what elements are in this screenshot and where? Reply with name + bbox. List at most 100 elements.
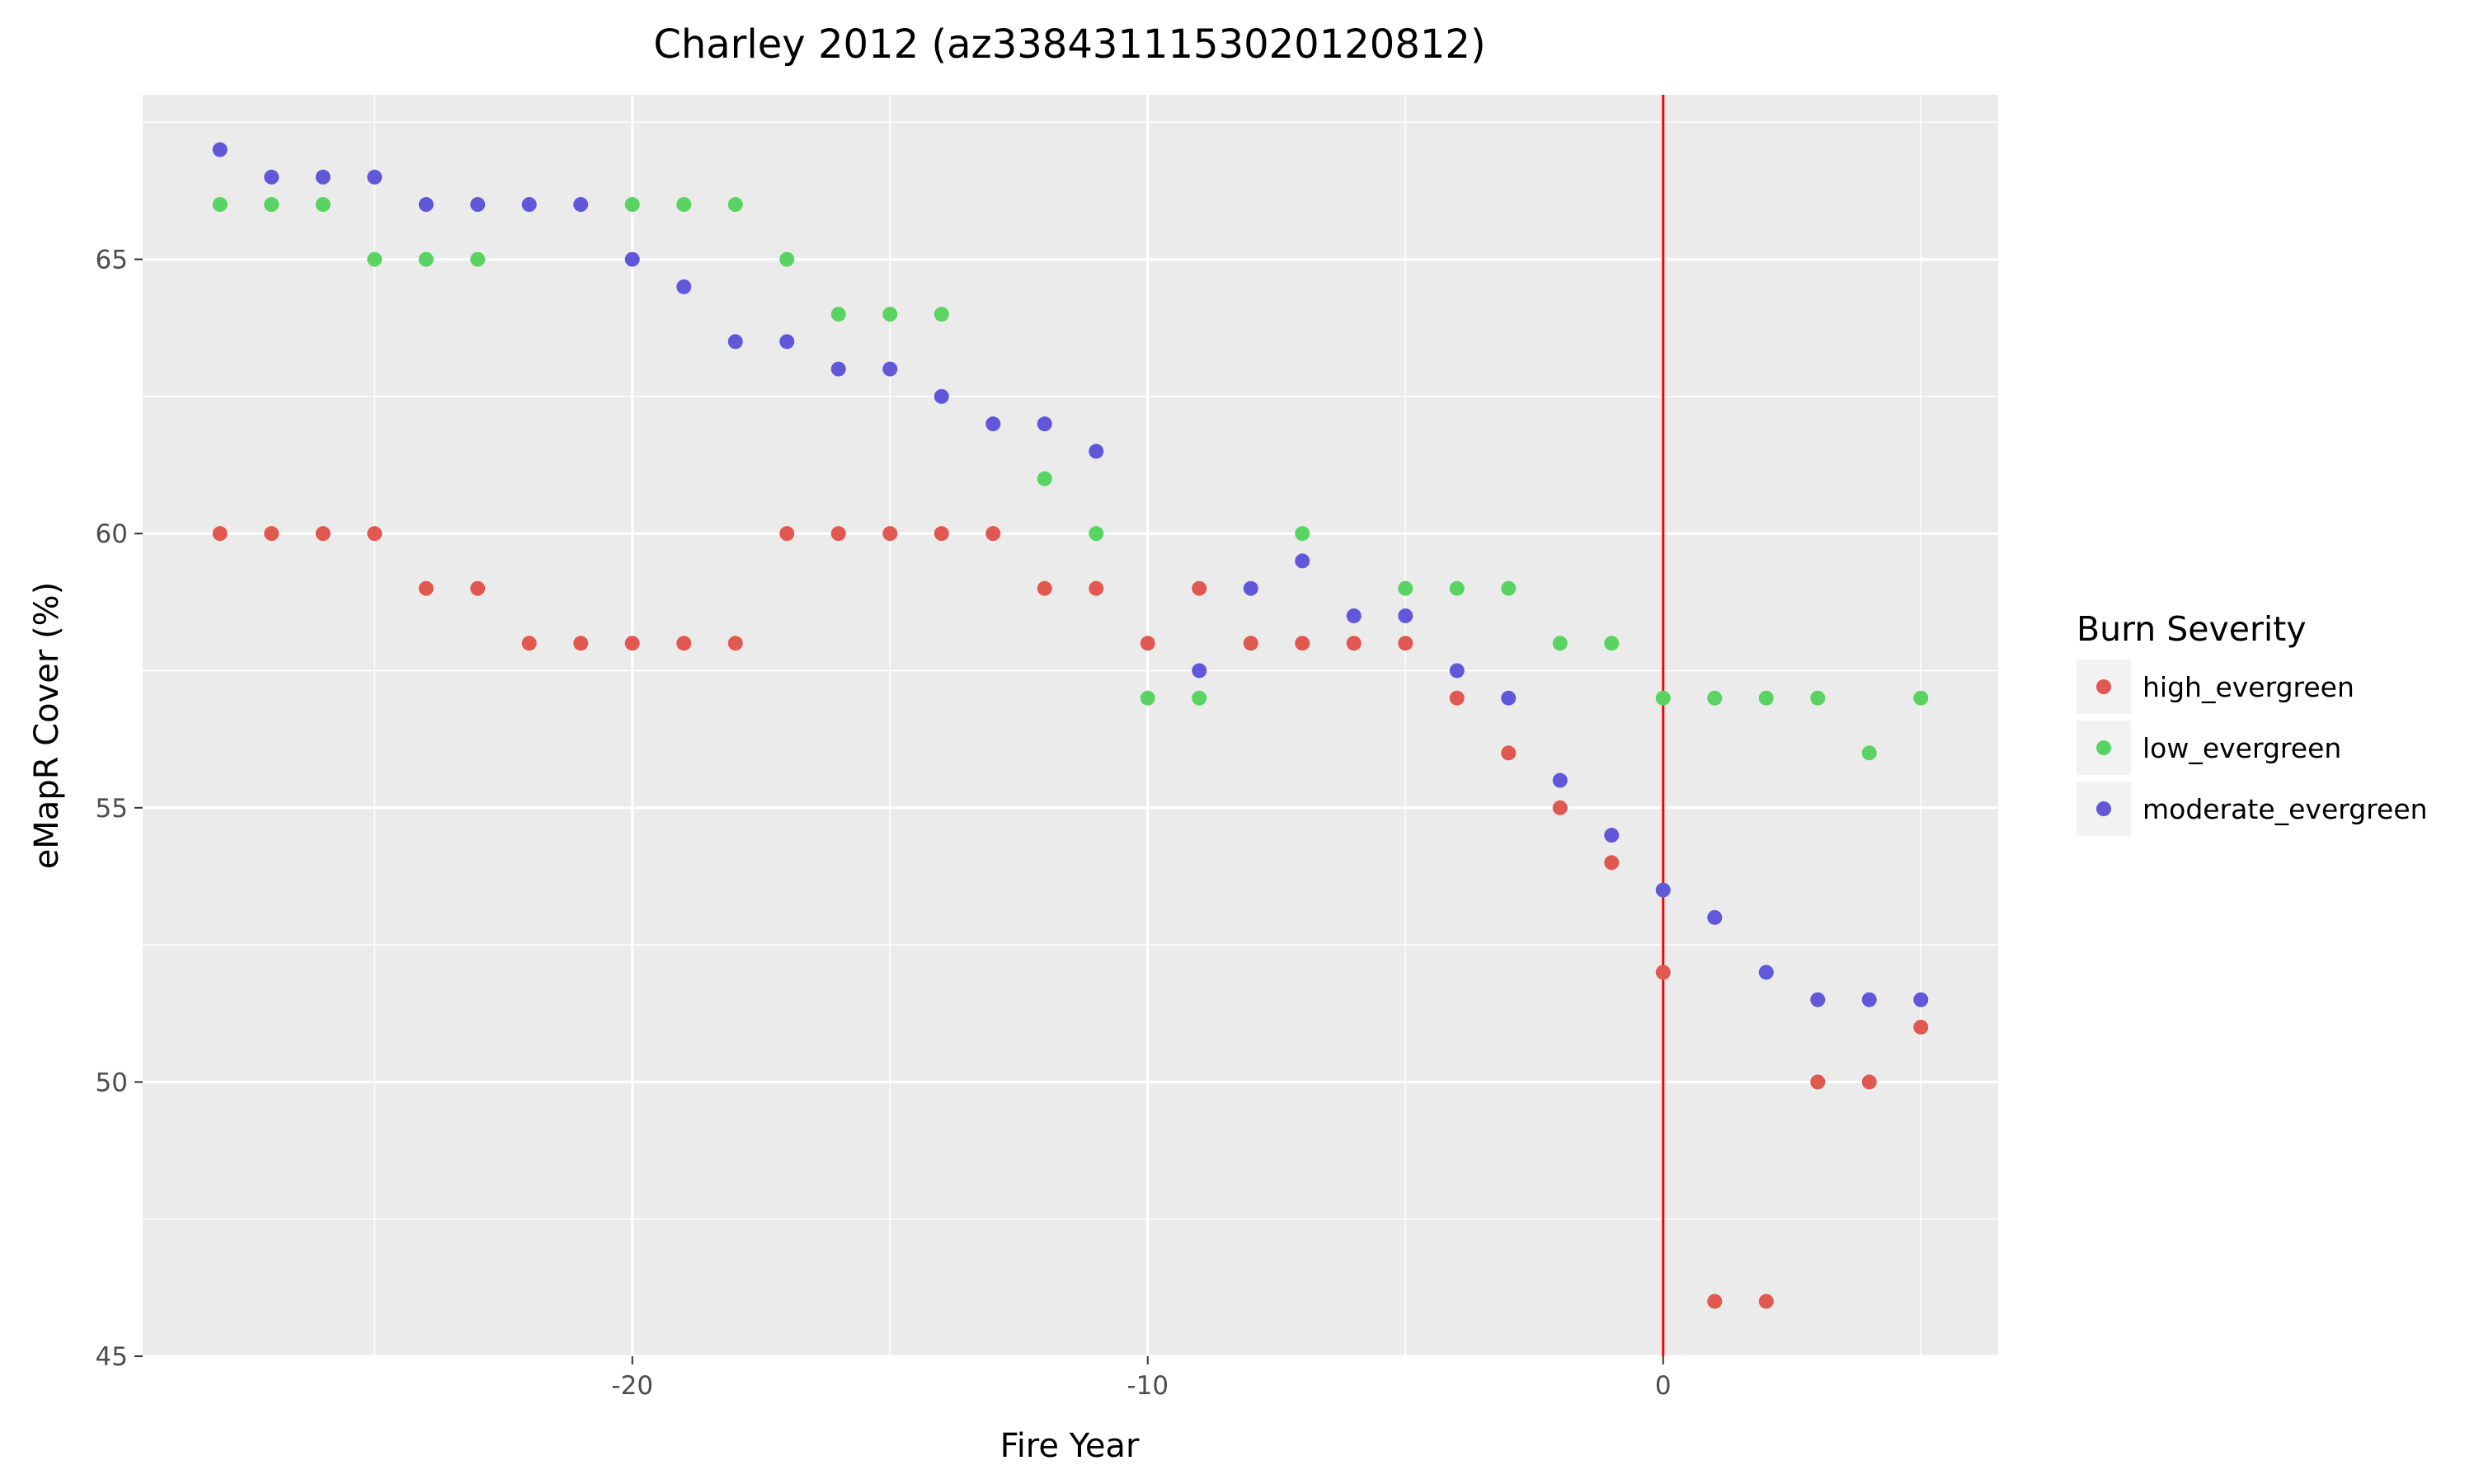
data-point-low-evergreen [1758, 690, 1774, 706]
data-point-high-evergreen [1037, 580, 1052, 596]
data-point-low-evergreen [1707, 690, 1723, 706]
data-point-low-evergreen [1552, 636, 1568, 651]
data-point-moderate-evergreen [1398, 608, 1413, 623]
data-point-moderate-evergreen [934, 388, 949, 404]
data-point-low-evergreen [830, 307, 846, 322]
data-point-moderate-evergreen [1810, 992, 1826, 1007]
data-point-moderate-evergreen [985, 416, 1001, 432]
data-point-high-evergreen [1192, 580, 1207, 596]
data-point-moderate-evergreen [1707, 909, 1723, 925]
data-point-high-evergreen [418, 580, 434, 596]
data-point-high-evergreen [470, 580, 486, 596]
data-point-low-evergreen [470, 251, 486, 267]
data-point-moderate-evergreen [676, 279, 692, 294]
x-tick-label: -20 [611, 1371, 653, 1401]
data-point-high-evergreen [1604, 855, 1620, 871]
data-point-moderate-evergreen [212, 142, 228, 157]
data-point-moderate-evergreen [1089, 444, 1104, 459]
data-point-moderate-evergreen [727, 334, 743, 350]
data-point-low-evergreen [1655, 690, 1671, 706]
data-point-moderate-evergreen [470, 197, 486, 213]
data-point-low-evergreen [882, 307, 898, 322]
data-point-high-evergreen [264, 526, 280, 542]
data-point-high-evergreen [1501, 745, 1517, 761]
data-point-low-evergreen [1810, 690, 1826, 706]
legend-items: high_evergreen low_evergreen moderate_ever… [2077, 660, 2428, 836]
x-tick-label: -10 [1126, 1371, 1169, 1401]
legend-label: moderate_evergreen [2142, 793, 2428, 825]
data-point-low-evergreen [1449, 580, 1465, 596]
legend-title: Burn Severity [2077, 609, 2307, 649]
plot-panel [143, 95, 1998, 1356]
data-point-high-evergreen [1398, 636, 1413, 651]
data-point-low-evergreen [934, 307, 949, 322]
data-point-moderate-evergreen [418, 197, 434, 213]
data-points [212, 142, 1929, 1309]
data-point-low-evergreen [1913, 690, 1929, 706]
data-point-moderate-evergreen [624, 251, 640, 267]
data-point-high-evergreen [1089, 580, 1104, 596]
legend: Burn Severity high_evergreen low_evergree… [2077, 609, 2428, 836]
data-point-low-evergreen [1089, 526, 1104, 542]
data-point-high-evergreen [1913, 1019, 1929, 1035]
data-point-high-evergreen [1861, 1074, 1877, 1090]
data-point-low-evergreen [367, 251, 383, 267]
data-point-moderate-evergreen [315, 169, 331, 185]
data-point-high-evergreen [1655, 965, 1671, 980]
y-tick-label: 65 [96, 246, 128, 275]
data-point-low-evergreen [1604, 636, 1620, 651]
data-point-moderate-evergreen [1346, 608, 1362, 623]
data-point-low-evergreen [1192, 690, 1207, 706]
data-point-high-evergreen [1140, 636, 1155, 651]
data-point-high-evergreen [521, 636, 537, 651]
data-point-high-evergreen [676, 636, 692, 651]
x-axis-ticks: -20 -10 0 [611, 1356, 1672, 1401]
data-point-high-evergreen [315, 526, 331, 542]
data-point-high-evergreen [934, 526, 949, 542]
y-axis-ticks: 45 50 55 60 65 [96, 246, 143, 1372]
data-point-high-evergreen [1552, 800, 1568, 815]
legend-swatch [2096, 679, 2111, 694]
data-point-high-evergreen [367, 526, 383, 542]
data-point-moderate-evergreen [1449, 663, 1465, 679]
data-point-low-evergreen [264, 197, 280, 213]
data-point-high-evergreen [830, 526, 846, 542]
chart-title: Charley 2012 (az3384311153020120812) [653, 21, 1485, 68]
y-tick-label: 55 [96, 794, 128, 824]
y-axis-title: eMapR Cover (%) [28, 582, 66, 870]
data-point-low-evergreen [727, 197, 743, 213]
data-point-moderate-evergreen [1243, 580, 1258, 596]
data-point-moderate-evergreen [1295, 553, 1310, 569]
y-tick-label: 60 [96, 519, 128, 549]
legend-label: high_evergreen [2142, 671, 2354, 703]
data-point-moderate-evergreen [1552, 773, 1568, 788]
data-point-moderate-evergreen [1192, 663, 1207, 679]
x-axis-title: Fire Year [1000, 1427, 1140, 1465]
data-point-moderate-evergreen [830, 361, 846, 377]
data-point-moderate-evergreen [1655, 882, 1671, 898]
legend-label: low_evergreen [2142, 732, 2341, 764]
y-tick-label: 45 [96, 1342, 128, 1372]
data-point-low-evergreen [1140, 690, 1155, 706]
data-point-high-evergreen [624, 636, 640, 651]
x-tick-label: 0 [1655, 1371, 1672, 1401]
data-point-moderate-evergreen [1861, 992, 1877, 1007]
data-point-low-evergreen [676, 197, 692, 213]
data-point-high-evergreen [1810, 1074, 1826, 1090]
data-point-high-evergreen [1707, 1294, 1723, 1309]
y-tick-label: 50 [96, 1068, 128, 1097]
data-point-high-evergreen [882, 526, 898, 542]
data-point-high-evergreen [1243, 636, 1258, 651]
data-point-moderate-evergreen [882, 361, 898, 377]
data-point-low-evergreen [1501, 580, 1517, 596]
data-point-low-evergreen [212, 197, 228, 213]
data-point-high-evergreen [1295, 636, 1310, 651]
data-point-moderate-evergreen [573, 197, 589, 213]
data-point-low-evergreen [1398, 580, 1413, 596]
data-point-moderate-evergreen [1604, 828, 1620, 843]
data-point-moderate-evergreen [1037, 416, 1052, 432]
data-point-low-evergreen [418, 251, 434, 267]
data-point-high-evergreen [212, 526, 228, 542]
data-point-moderate-evergreen [367, 169, 383, 185]
